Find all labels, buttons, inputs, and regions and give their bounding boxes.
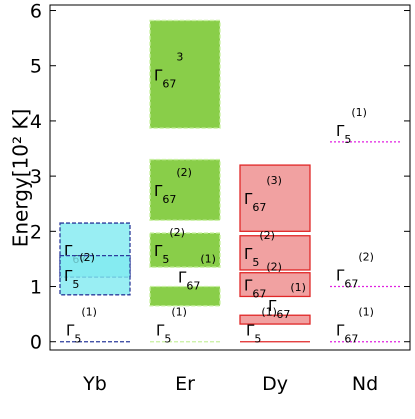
- level-label: Γ67(2): [244, 261, 282, 300]
- label-sub: 67: [186, 279, 200, 292]
- label-sup: (2): [358, 251, 374, 264]
- level-label: Γ67(1): [336, 306, 374, 345]
- label-sub: 5: [72, 278, 79, 291]
- y-tick-label: 4: [30, 111, 42, 133]
- level-label: Γ5 (2): [154, 226, 185, 265]
- label-sub: 67: [252, 201, 266, 214]
- label-base: Γ: [64, 242, 73, 260]
- label-sup: (2): [79, 251, 95, 264]
- y-tick-label: 3: [30, 166, 42, 188]
- level-band: [239, 314, 311, 325]
- label-sup: (1): [290, 281, 306, 294]
- y-tick-label: 0: [30, 332, 42, 354]
- label-sup: (1): [351, 106, 367, 119]
- label-sub: 5: [164, 332, 171, 345]
- label-sup: (3): [266, 174, 282, 187]
- label-sub: 67: [162, 192, 176, 205]
- label-sub: 5: [254, 332, 261, 345]
- label-sup: (1): [261, 306, 277, 319]
- label-base: Γ: [336, 122, 345, 140]
- y-tick-label: 6: [30, 1, 42, 23]
- level-label: Γ67 (1): [268, 281, 306, 320]
- level-label: Γ5(1): [246, 306, 277, 345]
- label-base: Γ: [64, 267, 73, 285]
- label-sup: (1): [81, 306, 97, 319]
- label-sup: (2): [259, 229, 275, 242]
- label-sup: (1): [171, 306, 187, 319]
- label-sup: (1): [200, 253, 216, 266]
- level-label: Γ67(2): [336, 251, 374, 290]
- label-sup: 3: [176, 50, 183, 63]
- x-tick-label: Yb: [82, 373, 107, 395]
- level-band: [59, 254, 131, 296]
- label-base: Γ: [244, 245, 253, 263]
- x-tick-label: Dy: [262, 373, 288, 395]
- level-label: Γ67(2): [154, 166, 192, 205]
- label-sub: 67: [344, 277, 358, 290]
- x-tick-label: Nd: [352, 373, 378, 395]
- label-base: Γ: [178, 269, 187, 287]
- y-axis-label: Energy[10² K]: [9, 109, 33, 248]
- level-label: Γ5 (2): [64, 251, 95, 290]
- label-sub: 67: [162, 77, 176, 90]
- level-label: Γ5(1): [66, 306, 97, 345]
- label-base: Γ: [66, 322, 75, 340]
- label-sup: (1): [358, 306, 374, 319]
- level-label: Γ67 3: [154, 50, 183, 89]
- y-tick-label: 5: [30, 56, 42, 78]
- label-sup: (2): [176, 166, 192, 179]
- y-tick-label: 1: [30, 277, 42, 299]
- label-base: Γ: [336, 267, 345, 285]
- label-base: Γ: [154, 66, 163, 84]
- plot-frame: [49, 4, 411, 351]
- label-sub: 5: [252, 255, 259, 268]
- label-base: Γ: [154, 182, 163, 200]
- level-label: Γ67 (3): [244, 174, 282, 213]
- label-sub: 5: [344, 132, 351, 145]
- label-sub: 67: [344, 332, 358, 345]
- level-band: [149, 158, 221, 221]
- label-sub: 5: [162, 253, 169, 266]
- level-band: [239, 235, 311, 271]
- level-label: Γ67(1): [178, 253, 216, 292]
- label-base: Γ: [336, 322, 345, 340]
- label-sup: (2): [266, 261, 282, 274]
- label-base: Γ: [246, 322, 255, 340]
- level-label: Γ5(1): [156, 306, 187, 345]
- label-sub: 5: [74, 332, 81, 345]
- level-band: [239, 272, 311, 298]
- level-band: [149, 232, 221, 268]
- y-tick-label: 2: [30, 221, 42, 243]
- label-base: Γ: [156, 322, 165, 340]
- label-base: Γ: [154, 242, 163, 260]
- x-tick-label: Er: [175, 373, 195, 395]
- label-base: Γ: [244, 190, 253, 208]
- label-base: Γ: [244, 277, 253, 295]
- label-sub: 67: [276, 308, 290, 321]
- level-label: Γ5(2): [244, 229, 275, 268]
- level-band: [149, 285, 221, 307]
- level-band: [149, 19, 221, 129]
- label-sub: 67: [252, 287, 266, 300]
- level-label: Γ5(1): [336, 106, 367, 145]
- label-base: Γ: [268, 297, 277, 315]
- label-sup: (2): [169, 226, 185, 239]
- level-band: [239, 164, 311, 232]
